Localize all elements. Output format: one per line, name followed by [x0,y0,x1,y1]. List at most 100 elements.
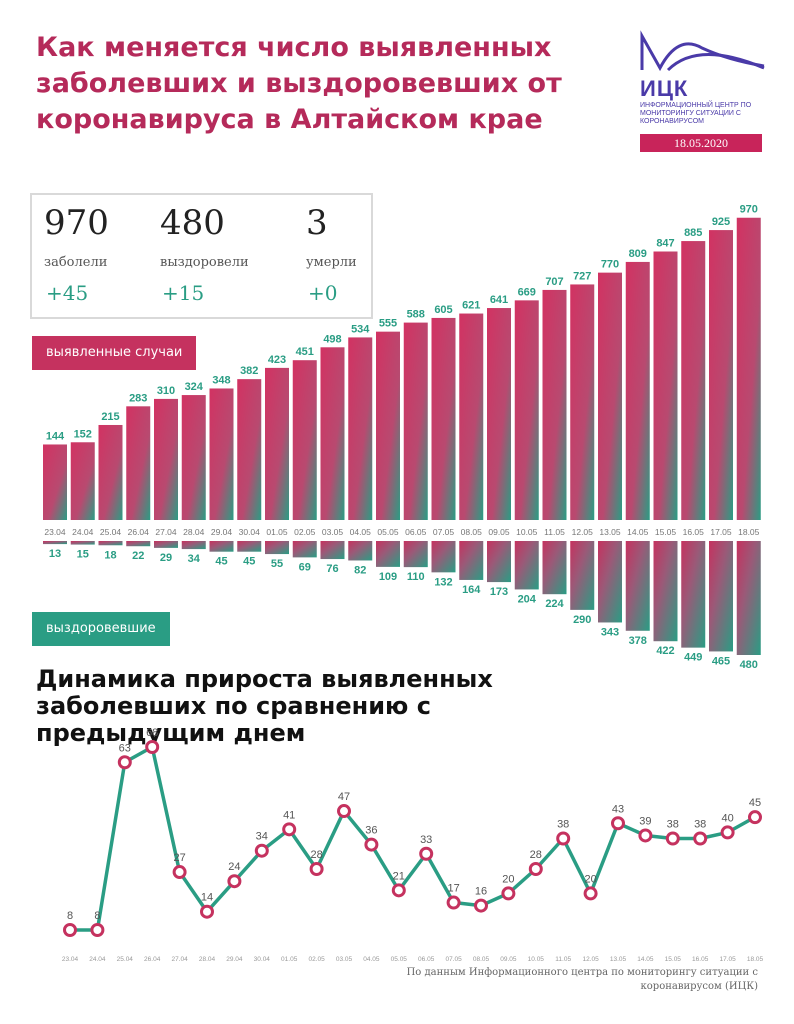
date-tick-label: 15.05 [655,527,677,537]
increase-point [528,862,543,876]
increase-value-label: 43 [612,803,624,815]
cases-value-label: 324 [185,381,204,393]
cases-value-label: 423 [268,354,286,366]
cases-value-label: 382 [240,365,258,377]
recovered-value-label: 69 [299,561,311,573]
recovered-value-label: 110 [407,571,425,583]
line-date-tick-label: 08.05 [473,956,490,963]
cases-bar [181,395,206,520]
recovered-value-label: 290 [573,614,591,626]
cases-bar [70,442,95,520]
cases-value-label: 970 [740,204,758,216]
increase-value-label: 45 [749,797,761,809]
line-date-tick-label: 26.04 [144,956,161,963]
cases-value-label: 451 [296,346,314,358]
line-date-tick-label: 11.05 [555,956,571,963]
cases-bar [625,261,650,520]
recovered-value-label: 173 [490,586,508,598]
increase-value-label: 38 [694,819,706,831]
cases-bar [403,322,428,520]
line-date-tick-label: 14.05 [637,956,654,963]
cases-value-label: 727 [573,270,591,282]
cases-bar [598,272,622,520]
recovered-bar [570,541,595,610]
recovered-tag: выздоровевшие [32,612,170,646]
recovered-value-label: 449 [684,652,702,664]
cases-value-label: 641 [490,294,508,306]
date-tick-label: 26.04 [128,527,150,537]
line-date-tick-label: 24.04 [89,956,106,963]
recovered-bar [514,541,539,590]
recovered-bar [598,541,622,623]
source-note: По данным Информационного центра по мони… [406,967,758,992]
recovered-bar [209,541,234,552]
line-date-tick-label: 13.05 [610,956,627,963]
recovered-value-label: 22 [132,550,144,562]
line-date-tick-label: 17.05 [719,956,736,963]
recovered-bar [70,541,95,545]
line-date-tick-label: 09.05 [500,956,517,963]
increase-value-label: 33 [420,834,432,846]
cases-bar [320,347,345,520]
increase-point [638,828,653,843]
cases-bar [98,424,123,520]
page-title: Как меняется число выявленных заболевших… [36,32,562,135]
cases-bar [209,388,234,520]
stat-deaths-value: 3 [306,203,328,243]
cases-value-label: 925 [712,216,730,228]
increase-value-label: 28 [530,849,542,861]
increase-value-label: 21 [393,870,405,882]
cases-bar [348,337,373,520]
recovered-value-label: 343 [601,626,619,638]
date-tick-label: 24.04 [72,527,94,537]
cases-bar [681,241,706,520]
cases-bar [736,217,761,521]
cases-value-label: 215 [101,411,119,423]
recovered-value-label: 13 [49,548,61,560]
line-date-tick-label: 10.05 [528,956,545,963]
stat-cases-value: 970 [44,203,109,243]
date-tick-label: 03.05 [322,527,344,537]
increase-point [583,886,598,901]
date-tick-label: 07.05 [433,527,455,537]
recovered-bar [653,541,678,642]
increase-point [282,822,297,837]
cases-bar [292,360,317,520]
recovered-bar [376,541,400,567]
recovered-value-label: 378 [629,635,647,647]
line-date-tick-label: 23.04 [62,956,79,963]
date-tick-label: 10.05 [516,527,538,537]
increase-point [337,804,351,819]
date-tick-label: 05.05 [377,527,399,537]
date-tick-label: 14.05 [627,527,649,537]
recovered-value-label: 34 [188,553,201,565]
cases-value-label: 144 [46,430,65,442]
logo-date: 18.05.2020 [640,134,762,152]
date-tick-label: 04.05 [350,527,372,537]
increase-point [693,831,708,846]
cases-tag: выявленные случаи [32,336,197,370]
stat-deaths-increase: +0 [308,281,338,305]
date-tick-label: 08.05 [461,527,483,537]
cases-value-label: 885 [684,227,702,239]
increase-value-label: 40 [721,812,733,824]
line-date-tick-label: 02.05 [308,956,325,963]
recovered-value-label: 164 [462,584,481,596]
date-tick-label: 12.05 [572,527,594,537]
line-date-tick-label: 04.05 [363,956,380,963]
date-tick-label: 17.05 [710,527,732,537]
increase-point [501,886,516,901]
line-date-tick-label: 06.05 [418,956,435,963]
increase-point [364,837,379,852]
recovered-bar [431,541,456,573]
recovered-bar [320,541,345,560]
recovered-bar [459,541,484,580]
line-date-tick-label: 30.04 [254,956,271,963]
recovered-value-label: 18 [104,549,116,561]
recovered-bar [681,541,706,648]
date-tick-label: 06.05 [405,527,427,537]
cases-value-label: 605 [434,304,452,316]
cases-value-label: 847 [656,237,674,249]
stat-cases-increase: +45 [46,281,89,305]
